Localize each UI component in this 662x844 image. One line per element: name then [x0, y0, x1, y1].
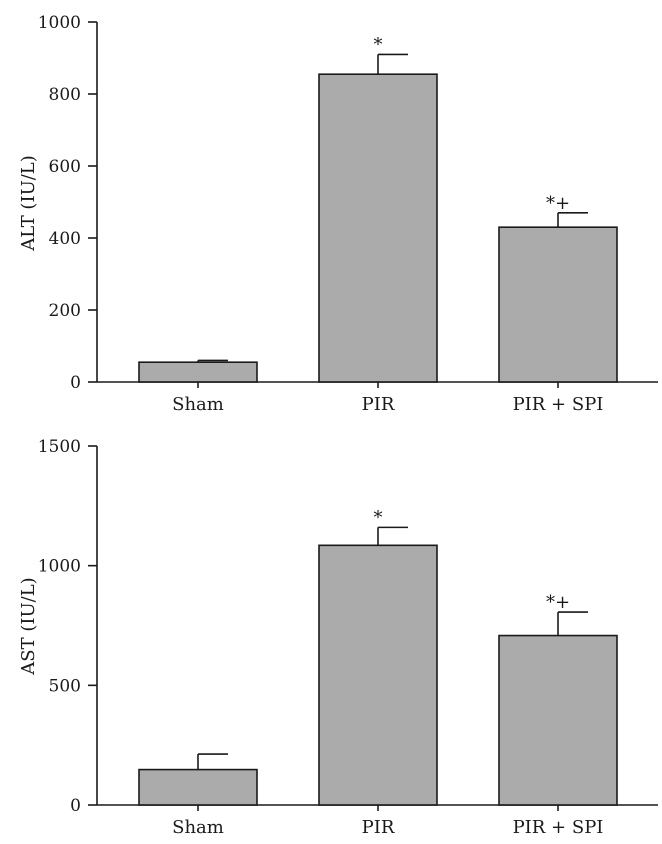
ast-bar-1 [138, 768, 258, 806]
ast-bar-3 [498, 634, 618, 806]
alt-y-tick-label: 1000 [38, 13, 81, 33]
ast-y-tick-label: 1000 [38, 557, 81, 577]
alt-significance-label-2: * [374, 34, 383, 55]
alt-y-axis-label: ALT (IU/L) [18, 155, 39, 252]
ast-y-tick-label: 1500 [38, 437, 81, 457]
ast-y-tick-label: 0 [70, 796, 81, 816]
ast-significance-label-2: * [374, 507, 383, 528]
alt-category-label-2: PIR [362, 394, 395, 415]
ast-chart-panel: AST (IU/L) 0 500 1000 1500 Sham * PIR *+ PIR + S… [18, 437, 658, 838]
alt-y-tick-label: 0 [70, 373, 81, 393]
ast-bar-2 [318, 544, 438, 806]
alt-y-tick-label: 600 [49, 157, 81, 177]
ast-category-label-3: PIR + SPI [513, 817, 604, 838]
alt-category-label-3: PIR + SPI [513, 394, 604, 415]
alt-y-tick-label: 400 [49, 229, 81, 249]
alt-chart-panel: ALT (IU/L) 0 200 400 600 800 1000 Sham * PIR *+ PI… [18, 13, 658, 415]
alt-y-tick-label: 800 [49, 85, 81, 105]
ast-y-axis-label: AST (IU/L) [18, 577, 39, 675]
ast-y-tick-label: 500 [49, 676, 81, 696]
alt-bar-1 [138, 361, 258, 383]
alt-significance-label-3: *+ [546, 193, 570, 214]
alt-bar-2 [318, 73, 438, 383]
ast-significance-label-3: *+ [546, 592, 570, 613]
ast-category-label-1: Sham [172, 817, 224, 838]
alt-category-label-1: Sham [172, 394, 224, 415]
alt-bar-3 [498, 226, 618, 383]
ast-category-label-2: PIR [362, 817, 395, 838]
alt-y-tick-label: 200 [49, 301, 81, 321]
